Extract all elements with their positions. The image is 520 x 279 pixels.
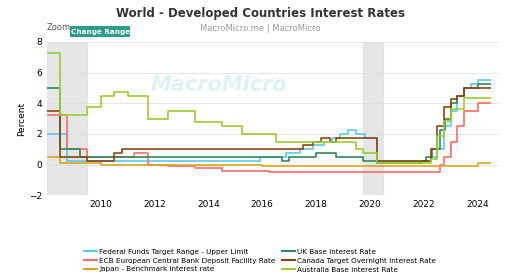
Bar [363, 42, 383, 195]
Text: MacroMicro.me | MacroMicro: MacroMicro.me | MacroMicro [200, 24, 320, 33]
Text: MacroMicro: MacroMicro [150, 75, 287, 95]
Text: Change Range: Change Range [71, 28, 129, 35]
Y-axis label: Percent: Percent [17, 102, 26, 136]
Text: World - Developed Countries Interest Rates: World - Developed Countries Interest Rat… [115, 7, 405, 20]
Bar [47, 42, 87, 195]
Text: Zoom: Zoom [47, 23, 71, 32]
Legend: Federal Funds Target Range - Upper Limit, ECB European Central Bank Deposit Faci: Federal Funds Target Range - Upper Limit… [81, 246, 439, 275]
